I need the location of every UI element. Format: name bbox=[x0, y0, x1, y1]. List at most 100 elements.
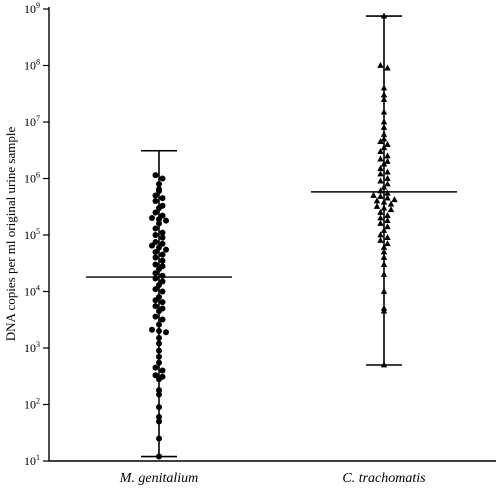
data-point bbox=[377, 177, 384, 184]
data-point bbox=[156, 359, 162, 366]
data-point bbox=[377, 208, 384, 215]
data-point bbox=[384, 240, 391, 247]
data-point bbox=[152, 303, 159, 310]
data-point bbox=[377, 155, 384, 162]
data-point bbox=[149, 326, 155, 333]
data-point bbox=[156, 453, 162, 460]
data-point bbox=[152, 197, 159, 204]
data-point bbox=[156, 180, 162, 187]
data-point bbox=[156, 353, 162, 360]
data-point bbox=[159, 175, 166, 182]
data-point bbox=[377, 147, 384, 154]
data-point bbox=[156, 340, 162, 347]
data-point bbox=[156, 418, 162, 425]
data-point bbox=[377, 61, 384, 68]
data-point bbox=[159, 288, 166, 295]
data-point bbox=[387, 200, 395, 207]
y-tick-label: 102 bbox=[24, 397, 40, 412]
data-point bbox=[156, 347, 162, 354]
data-point bbox=[159, 240, 166, 247]
data-point bbox=[380, 253, 388, 260]
data-point bbox=[152, 364, 159, 371]
data-point bbox=[391, 196, 398, 203]
data-point bbox=[380, 260, 388, 267]
data-point bbox=[159, 299, 166, 306]
data-point bbox=[380, 91, 388, 98]
y-tick-label: 101 bbox=[24, 453, 40, 468]
y-tick-label: 105 bbox=[24, 227, 40, 242]
data-point bbox=[156, 266, 162, 273]
data-point bbox=[384, 233, 391, 240]
data-point bbox=[156, 188, 162, 195]
data-point bbox=[384, 174, 391, 181]
data-point bbox=[384, 152, 391, 159]
data-point bbox=[377, 137, 384, 144]
data-point bbox=[380, 95, 388, 102]
data-point bbox=[163, 217, 169, 224]
data-point bbox=[380, 307, 388, 314]
data-point bbox=[152, 254, 159, 261]
data-point bbox=[384, 140, 391, 147]
data-point bbox=[159, 195, 166, 202]
data-point bbox=[380, 160, 388, 167]
data-point bbox=[163, 329, 169, 336]
series-ctrachomatis bbox=[311, 12, 457, 368]
data-point bbox=[149, 214, 155, 221]
data-point bbox=[380, 183, 388, 190]
data-point bbox=[380, 118, 388, 125]
data-point bbox=[159, 234, 166, 241]
data-point bbox=[380, 108, 388, 115]
data-point bbox=[380, 248, 388, 255]
category-label-mgenitalium: M. genitalium bbox=[119, 471, 199, 486]
data-point bbox=[380, 12, 388, 19]
data-point bbox=[163, 246, 169, 253]
data-point bbox=[156, 376, 162, 383]
data-point bbox=[159, 316, 166, 323]
data-point bbox=[373, 197, 381, 204]
data-point bbox=[387, 206, 395, 213]
data-point bbox=[377, 214, 384, 221]
data-point bbox=[156, 335, 162, 342]
data-point bbox=[159, 251, 166, 258]
data-point bbox=[152, 192, 159, 199]
data-point bbox=[380, 361, 388, 368]
data-point bbox=[156, 220, 162, 227]
y-tick-label: 109 bbox=[24, 1, 40, 16]
data-point bbox=[377, 236, 384, 243]
y-axis-title: DNA copies per ml original urine sample bbox=[3, 127, 18, 342]
data-point bbox=[380, 84, 388, 91]
data-point bbox=[377, 187, 384, 194]
data-point bbox=[156, 387, 162, 394]
data-point bbox=[377, 219, 384, 226]
data-point bbox=[384, 223, 391, 230]
data-point bbox=[159, 367, 166, 374]
data-point bbox=[380, 226, 388, 233]
data-point bbox=[380, 287, 388, 294]
data-point bbox=[156, 414, 162, 421]
data-point bbox=[156, 308, 162, 315]
data-point bbox=[380, 123, 388, 130]
data-point bbox=[152, 209, 159, 216]
data-point bbox=[384, 212, 391, 219]
data-point bbox=[377, 192, 384, 199]
data-point bbox=[380, 144, 388, 151]
data-point bbox=[156, 435, 162, 442]
data-point bbox=[384, 168, 391, 175]
data-point bbox=[152, 225, 159, 232]
data-point bbox=[152, 297, 159, 304]
data-point bbox=[384, 189, 391, 196]
data-point bbox=[384, 194, 391, 201]
data-point bbox=[377, 231, 384, 238]
data-point bbox=[152, 172, 159, 179]
data-point bbox=[380, 204, 388, 211]
data-point bbox=[370, 191, 377, 198]
data-point bbox=[377, 164, 384, 171]
data-point bbox=[152, 275, 159, 282]
category-labels: M. genitalium C. trachomatis bbox=[119, 471, 426, 486]
series-mgenitalium bbox=[86, 149, 232, 460]
data-point bbox=[384, 157, 391, 164]
data-point bbox=[377, 170, 384, 177]
data-point bbox=[152, 232, 159, 238]
data-point bbox=[156, 391, 162, 398]
y-tick-label: 108 bbox=[24, 58, 40, 73]
